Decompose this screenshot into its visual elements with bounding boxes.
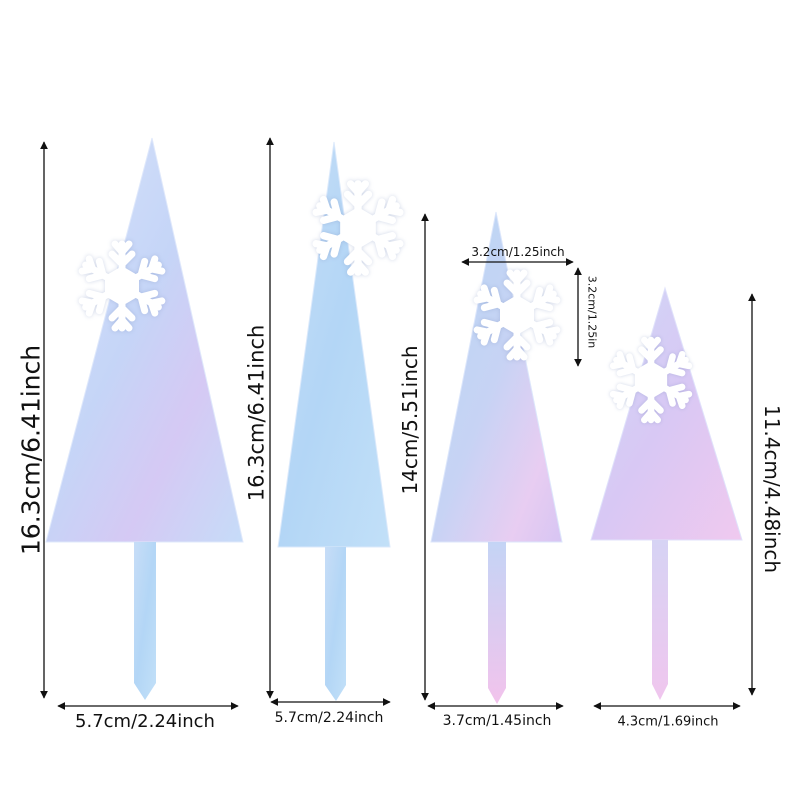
- dimension-lines: [40, 137, 756, 710]
- topper-2-height-label: 16.3cm/6.41inch: [244, 324, 269, 502]
- topper-2-width-label: 5.7cm/2.24inch: [274, 710, 384, 726]
- topper-1-height-label: 16.3cm/6.41inch: [16, 344, 46, 556]
- snowflake-height-label: 3.2cm/1.25in: [585, 275, 599, 349]
- topper-3-height-label: 14cm/5.51inch: [398, 345, 422, 495]
- topper-4-height-label: 11.4cm/4.48inch: [760, 404, 784, 574]
- topper-3-width-label: 3.7cm/1.45inch: [442, 713, 552, 729]
- topper-1-width-label: 5.7cm/2.24inch: [75, 711, 215, 732]
- topper-2: [277, 141, 401, 701]
- topper-4: [590, 286, 743, 700]
- topper-3: [430, 211, 563, 704]
- snowflake-width-label: 3.2cm/1.25inch: [471, 245, 565, 259]
- topper-4-width-label: 4.3cm/1.69inch: [617, 714, 719, 730]
- topper-1: [45, 137, 244, 700]
